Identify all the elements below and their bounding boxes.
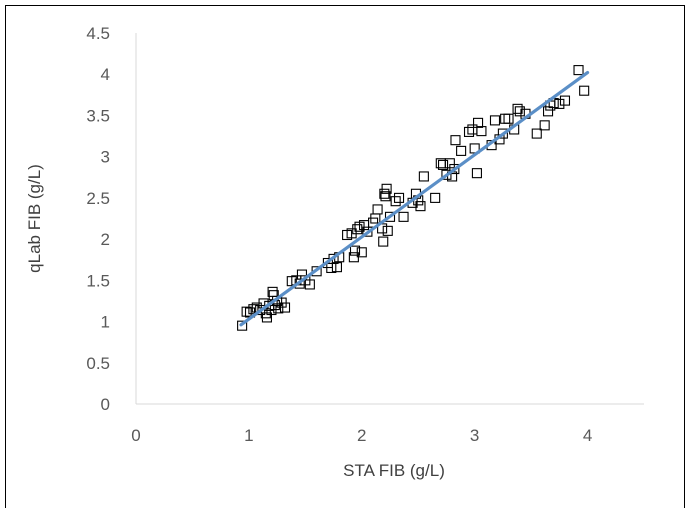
data-point	[393, 192, 405, 203]
data-point	[381, 183, 392, 194]
data-point	[539, 120, 550, 131]
data-point	[450, 135, 461, 146]
y-tick-label: 3	[101, 148, 110, 167]
data-point	[503, 113, 514, 124]
y-tick-label: 0.5	[86, 354, 110, 373]
data-point	[248, 304, 259, 315]
y-tick-label: 0	[101, 395, 110, 414]
data-point	[362, 226, 373, 237]
data-point	[463, 126, 475, 137]
data-point	[573, 65, 584, 76]
data-point	[382, 225, 393, 236]
data-point	[559, 95, 571, 106]
data-point	[500, 113, 511, 124]
data-point	[476, 126, 487, 137]
y-axis-title: qLab FIB (g/L)	[25, 164, 44, 273]
data-point	[378, 236, 389, 247]
data-point	[273, 303, 284, 314]
axes	[135, 33, 644, 405]
data-point	[349, 245, 361, 256]
y-tick-label: 2	[101, 230, 110, 249]
x-axis-title: STA FIB (g/L)	[343, 461, 445, 480]
x-tick-label: 3	[470, 426, 479, 445]
data-point	[473, 117, 484, 128]
y-tick-label: 1.5	[86, 271, 110, 290]
x-tick-label: 2	[357, 426, 366, 445]
data-point	[471, 168, 482, 179]
data-point	[241, 306, 252, 317]
data-point	[497, 128, 508, 139]
data-point	[398, 211, 409, 222]
data-point	[467, 124, 478, 135]
x-tick-label: 1	[244, 426, 253, 445]
chart-frame	[5, 5, 685, 508]
data-point	[449, 163, 460, 175]
y-tick-label: 4	[101, 65, 110, 84]
trendline	[239, 70, 590, 327]
data-point	[430, 192, 441, 203]
x-tick-label: 0	[131, 426, 140, 445]
y-tick-labels: 0 0.5 1 1.5 2 2.5 3 3.5 4 4.5	[86, 24, 110, 414]
data-point	[390, 196, 401, 207]
y-tick-label: 3.5	[86, 106, 110, 125]
data-point	[531, 128, 542, 139]
data-point	[554, 98, 565, 109]
data-point	[418, 171, 429, 182]
data-point	[372, 204, 383, 215]
x-tick-label: 4	[583, 426, 592, 445]
y-tick-label: 2.5	[86, 189, 110, 208]
data-point	[415, 201, 426, 212]
data-point	[356, 247, 367, 258]
y-tick-label: 4.5	[86, 24, 110, 43]
data-point	[304, 279, 315, 290]
data-point	[331, 262, 342, 273]
data-point	[514, 106, 525, 117]
data-point	[579, 85, 590, 96]
data-point	[438, 159, 449, 170]
data-point	[279, 302, 291, 313]
data-point	[542, 106, 554, 117]
data-point	[441, 169, 452, 180]
data-point	[380, 191, 391, 202]
trendline-group	[239, 70, 590, 327]
data-points	[237, 65, 590, 331]
data-point	[384, 211, 396, 222]
data-point	[237, 320, 248, 331]
data-point	[489, 115, 501, 126]
y-tick-label: 1	[101, 313, 110, 332]
data-point	[456, 145, 467, 156]
x-tick-labels: 0 1 2 3 4	[131, 426, 592, 445]
